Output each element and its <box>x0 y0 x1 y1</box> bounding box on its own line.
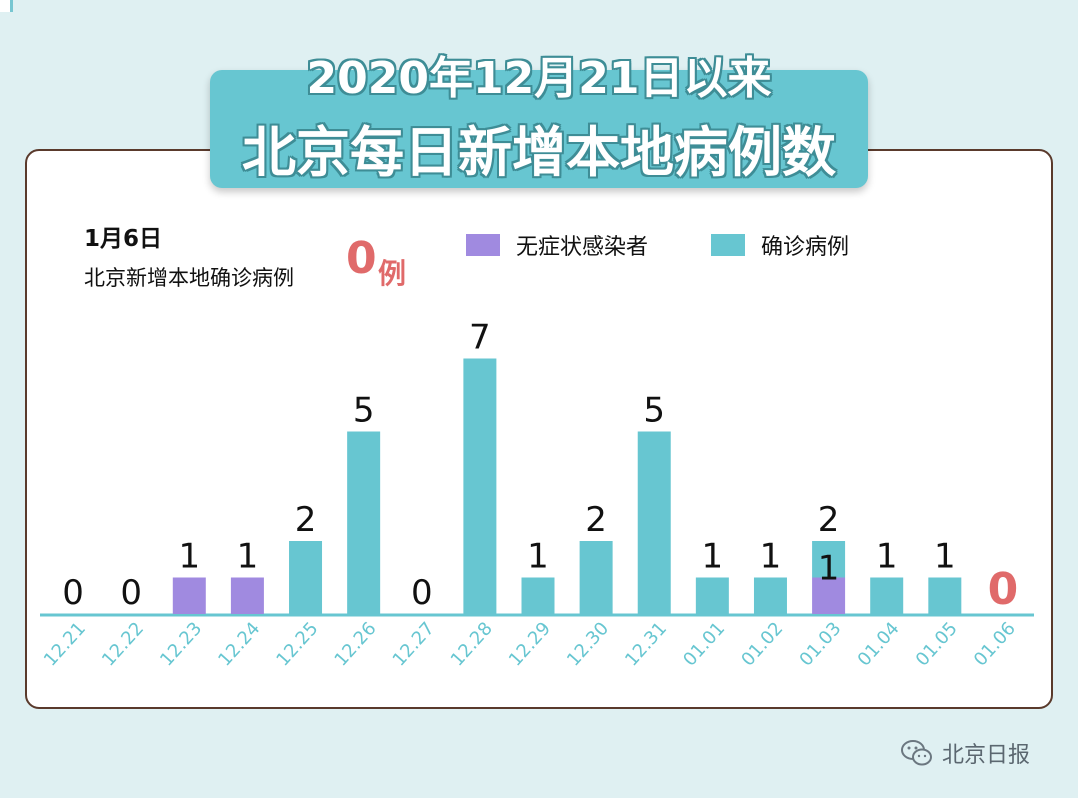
legend-item-asymptomatic: 无症状感染者 <box>466 229 648 261</box>
bar-value-label-12.30: 2 <box>585 500 607 540</box>
bar-value-label-01.01: 1 <box>702 537 724 577</box>
x-tick-label-12.27: 12.27 <box>389 618 439 670</box>
bar-confirmed-12.25 <box>289 541 323 614</box>
legend-label-asymptomatic: 无症状感染者 <box>516 235 649 260</box>
x-tick-label-12.23: 12.23 <box>156 618 206 670</box>
note-unit: 例 <box>378 257 407 290</box>
legend-swatch-asymptomatic <box>466 234 500 256</box>
legend-label-confirmed: 确诊病例 <box>761 235 850 260</box>
x-tick-label-01.02: 01.02 <box>737 618 787 670</box>
x-tick-label-01.06: 01.06 <box>970 618 1020 670</box>
x-tick-label-01.03: 01.03 <box>795 618 845 670</box>
corner-decoration <box>0 0 13 12</box>
x-tick-label-12.21: 12.21 <box>40 618 90 670</box>
bar-confirmed-01.03 <box>812 541 846 578</box>
bar-value-label-01.05: 1 <box>934 537 956 577</box>
bar-confirmed-01.01 <box>695 577 729 614</box>
x-tick-label-01.04: 01.04 <box>854 618 904 670</box>
bar-value-label-12.26: 5 <box>353 391 375 431</box>
title-line-1: 2020年12月21日以来 <box>306 53 772 104</box>
bar-value-label-12.24: 1 <box>237 537 259 577</box>
bar-value-label-12.22: 0 <box>120 573 142 613</box>
bar-confirmed-01.04 <box>870 577 904 614</box>
note-count: 0 <box>346 233 377 284</box>
x-tick-label-12.28: 12.28 <box>447 618 497 670</box>
x-tick-label-01.01: 01.01 <box>679 618 729 670</box>
bar-value-label-12.25: 2 <box>295 500 317 540</box>
bar-confirmed-12.28 <box>463 358 497 614</box>
legend-item-confirmed: 确诊病例 <box>711 229 849 261</box>
bar-value-label-01.03: 2 <box>818 500 840 540</box>
segment-label-01.03: 1 <box>818 549 840 589</box>
x-tick-label-12.22: 12.22 <box>98 618 148 670</box>
bar-value-label-01.04: 1 <box>876 537 898 577</box>
bar-asymptomatic-01.03 <box>812 577 846 614</box>
title-banner <box>210 70 868 188</box>
note-date: 1月6日 <box>84 226 163 252</box>
bar-value-label-01.02: 1 <box>760 537 782 577</box>
title-line-2: 北京每日新增本地病例数 <box>242 121 836 184</box>
bar-asymptomatic-12.23 <box>172 577 206 614</box>
bar-value-label-01.06: 0 <box>988 564 1019 615</box>
bar-value-label-12.23: 1 <box>178 537 200 577</box>
bar-confirmed-12.31 <box>637 431 671 614</box>
bar-confirmed-12.29 <box>521 577 555 614</box>
bar-value-label-12.31: 5 <box>643 391 665 431</box>
watermark: 北京日报 <box>900 737 1030 769</box>
bar-confirmed-01.02 <box>753 577 787 614</box>
x-tick-label-12.24: 12.24 <box>214 618 264 670</box>
bar-confirmed-12.26 <box>347 431 381 614</box>
x-tick-label-12.29: 12.29 <box>505 618 555 670</box>
bar-asymptomatic-12.24 <box>230 577 264 614</box>
bar-confirmed-01.05 <box>928 577 962 614</box>
bar-value-label-12.29: 1 <box>527 537 549 577</box>
x-tick-label-01.05: 01.05 <box>912 618 962 670</box>
wechat-icon <box>901 740 932 766</box>
x-tick-label-12.30: 12.30 <box>563 618 613 670</box>
x-tick-label-12.25: 12.25 <box>272 618 322 670</box>
bar-confirmed-12.30 <box>579 541 613 614</box>
legend-swatch-confirmed <box>711 234 745 256</box>
watermark-label: 北京日报 <box>942 743 1031 768</box>
note-text: 北京新增本地确诊病例 <box>84 266 294 290</box>
x-tick-label-12.26: 12.26 <box>331 618 381 670</box>
bar-value-label-12.27: 0 <box>411 573 433 613</box>
bar-value-label-12.28: 7 <box>469 318 491 358</box>
bar-value-label-12.21: 0 <box>62 573 84 613</box>
x-tick-label-12.31: 12.31 <box>621 618 671 670</box>
